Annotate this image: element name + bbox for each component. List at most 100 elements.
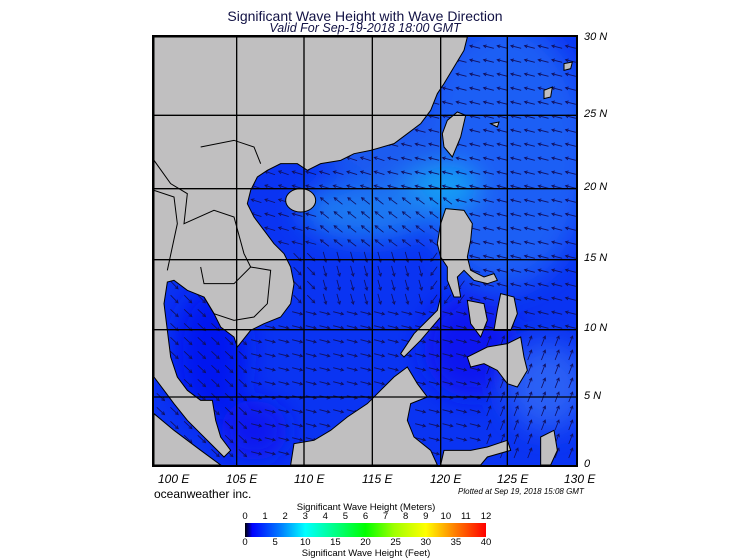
wave-direction-arrow [537,184,549,189]
wave-direction-arrow [264,226,276,231]
wave-direction-arrow [319,211,330,219]
wave-direction-arrow [350,279,355,291]
colorbar-feet-tick: 5 [272,537,278,548]
wave-direction-arrow [401,197,412,205]
wave-direction-arrow [415,409,427,414]
wave-direction-arrow [319,339,331,344]
landmasses [153,36,574,466]
wave-direction-arrow [278,353,290,358]
wave-direction-arrow [197,435,207,444]
wave-direction-arrow [418,293,423,305]
lon-label-100e: 100 E [158,472,190,486]
wave-direction-arrow [400,156,412,161]
wave-direction-arrow [401,325,413,330]
wave-direction-arrow [264,339,277,344]
wave-direction-arrow [291,240,303,245]
wave-direction-arrow [550,324,563,329]
chart-title: Significant Wave Height with Wave Direct… [227,8,503,24]
wave-direction-arrow [346,325,359,330]
wave-direction-arrow [527,349,533,361]
wave-direction-arrow [496,268,508,273]
wave-direction-arrow [264,423,277,428]
wave-direction-arrow [482,170,494,175]
wave-direction-arrow [496,72,508,77]
wave-direction-arrow [347,239,357,247]
wave-direction-arrow [360,197,371,205]
wave-direction-arrow [347,197,357,205]
land-panay-negros [466,299,488,339]
colorbar-feet-tick: 30 [420,537,432,548]
wave-direction-arrow [482,128,494,133]
wave-direction-arrow [278,451,290,456]
wave-direction-arrow [509,240,522,245]
wave-direction-arrow [374,353,386,358]
wave-direction-arrow [482,212,494,217]
wave-direction-arrow [251,423,263,428]
wave-direction-arrow [568,433,574,445]
wave-direction-arrow [336,279,341,291]
wave-direction-arrow [292,423,304,428]
wave-direction-arrow [156,407,166,416]
wave-direction-arrow [306,266,316,276]
wave-direction-arrow [486,335,492,347]
wave-direction-arrow [496,212,508,217]
wave-direction-arrow [509,198,522,203]
wave-direction-arrow [523,198,535,203]
wave-direction-arrow [550,72,563,77]
wave-direction-arrow [401,311,413,316]
wave-direction-arrow [468,296,481,301]
wave-direction-arrow [456,381,468,386]
wave-direction-arrow [428,353,441,358]
wave-direction-arrow [456,367,468,372]
wave-direction-arrow [374,311,386,316]
land-ryukyu [489,61,574,128]
wave-direction-arrow [418,279,423,291]
wave-direction-arrow [564,86,576,91]
wave-direction-arrow [527,377,533,389]
wave-direction-arrow [292,353,304,358]
wave-direction-arrow [292,311,304,316]
wave-direction-arrow [387,325,400,330]
wave-direction-arrow [238,421,248,430]
wave-direction-arrow [391,279,396,291]
wave-direction-arrow [264,325,277,330]
colorbar-meters-tick: 11 [460,511,471,522]
lon-label-125e: 125 E [497,472,529,486]
wave-direction-arrow [278,423,290,428]
wave-direction-arrow [486,405,492,417]
wave-direction-arrow [292,325,304,330]
wave-direction-arrow [455,86,467,91]
wave-direction-arrow [401,225,412,233]
wave-direction-arrow [537,226,549,231]
wave-direction-arrow [554,349,560,361]
colorbar-meters-tick: 8 [403,511,409,522]
wave-direction-arrow [568,335,574,347]
wave-direction-arrow [442,381,454,386]
wave-direction-arrow [333,225,343,233]
lat-label-5n: 5 N [584,390,602,402]
wave-direction-arrow [197,351,207,360]
wave-direction-arrow [238,449,248,458]
map-canvas [153,20,591,466]
colorbar-feet-tick: 35 [450,537,462,548]
wave-direction-arrow [541,363,547,375]
wave-direction-arrow [278,325,290,330]
wave-direction-arrow [251,381,263,386]
wave-direction-arrow [305,325,318,330]
colorbar-meters-tick: 3 [302,511,308,522]
wave-direction-arrow [564,184,576,189]
wave-direction-arrow [469,437,482,442]
wave-direction-arrow [468,142,481,147]
wave-direction-arrow [333,339,345,344]
colorbar-meters-tick: 7 [382,511,389,522]
wave-direction-arrow [523,72,535,77]
wave-direction-arrow [319,423,331,428]
wave-direction-arrow [414,156,426,161]
wave-direction-arrow [359,170,371,175]
wave-direction-arrow [509,86,522,91]
wave-direction-arrow [292,437,304,442]
wave-direction-arrow [211,337,220,346]
lon-label-130e: 130 E [564,472,596,486]
wave-direction-arrow [429,225,439,233]
wave-direction-arrow [496,254,508,259]
